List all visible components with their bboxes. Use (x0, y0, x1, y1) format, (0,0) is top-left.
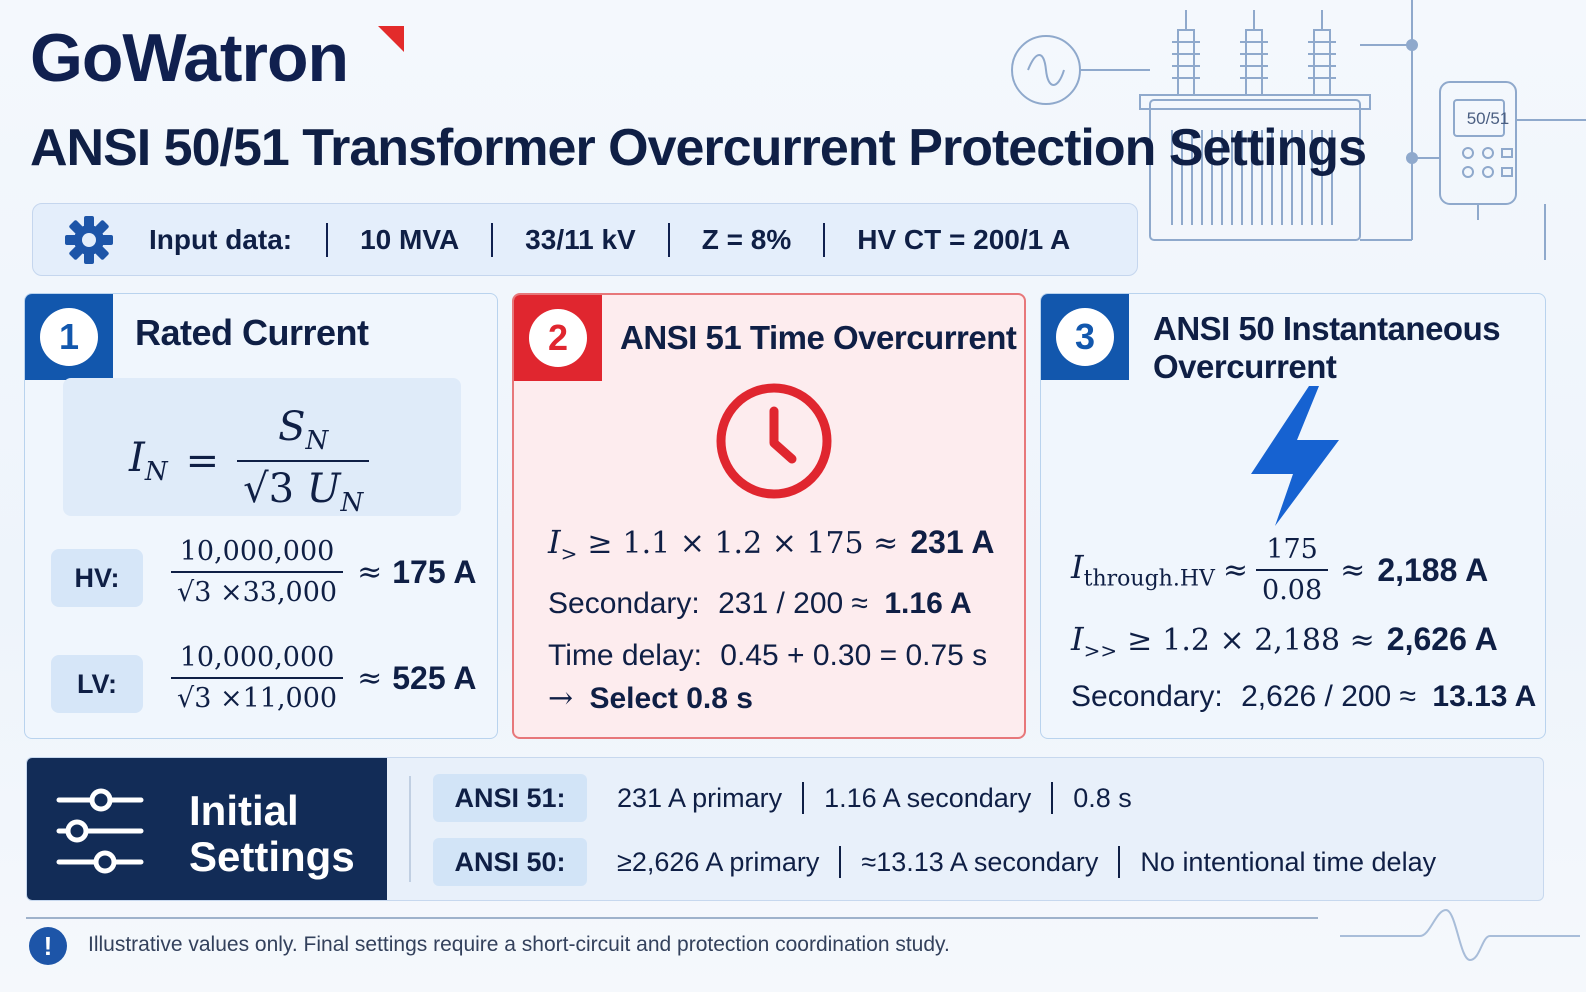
input-rating: 10 MVA (360, 223, 460, 255)
lv-equation: 10,000,000 √3 × 11,000 ≈ 525 A (171, 642, 476, 714)
disclaimer-note: Illustrative values only. Final settings… (88, 933, 950, 956)
input-voltage: 33/11 kV (525, 223, 636, 255)
settings-title: Initial Settings (189, 787, 355, 880)
divider (667, 222, 670, 257)
ansi51-select: → Select 0.8 s (548, 681, 753, 716)
gear-icon (63, 214, 123, 266)
input-ct-ratio: HV CT = 200/1 A (857, 223, 1071, 255)
brand-logo: GoWatron (30, 20, 349, 96)
card-title: Rated Current (135, 312, 369, 353)
waveform-decoration (1340, 908, 1580, 962)
sliders-icon (56, 788, 144, 874)
settings-header: Initial Settings (27, 758, 387, 900)
divider (409, 776, 411, 882)
ansi50-pickup: I>> ≥ 1.2 × 2,188 ≈ 2,626 A (1071, 620, 1498, 663)
input-data-bar: Input data: 10 MVA 33/11 kV Z = 8% HV CT… (32, 203, 1138, 276)
divider (823, 222, 826, 257)
lv-label: LV: (51, 655, 143, 713)
step-badge: 2 (514, 295, 602, 381)
through-fault-current: Ithrough.HV ≈ 175 0.08 ≈ 2,188 A (1071, 534, 1489, 606)
ansi51-pickup: I> ≥ 1.1 × 1.2 × 175 ≈ 231 A (548, 523, 995, 566)
step-badge: 1 (25, 294, 113, 380)
ansi51-settings-row: 231 A primary 1.16 A secondary 0.8 s (617, 782, 1132, 814)
divider (326, 222, 329, 257)
logo-accent-mark (378, 26, 404, 52)
ansi51-secondary: Secondary: 231 / 200 ≈ 1.16 A (548, 587, 972, 620)
card-title: ANSI 51 Time Overcurrent (620, 319, 1017, 356)
input-data-label: Input data: (149, 223, 293, 255)
input-impedance: Z = 8% (701, 223, 792, 255)
hv-equation: 10,000,000 √3 × 33,000 ≈ 175 A (171, 536, 476, 608)
relay-display-text: 50/51 (1466, 109, 1510, 128)
divider (26, 917, 1318, 919)
step-badge: 3 (1041, 294, 1129, 380)
rated-current-formula: IN = SN √3 UN (63, 378, 461, 518)
ansi50-secondary: Secondary: 2,626 / 200 ≈ 13.13 A (1071, 680, 1537, 713)
lightning-icon (1251, 386, 1339, 526)
ansi51-tag: ANSI 51: (433, 774, 587, 822)
card-title: ANSI 50 Instantaneous Overcurrent (1153, 310, 1501, 385)
hv-label: HV: (51, 549, 143, 607)
initial-settings-panel: Initial Settings ANSI 51: 231 A primary … (26, 757, 1544, 901)
ansi50-card: 3 ANSI 50 Instantaneous Overcurrent Ithr… (1040, 293, 1546, 739)
info-icon: ! (29, 927, 67, 965)
ansi51-card: 2 ANSI 51 Time Overcurrent I> ≥ 1.1 × 1.… (512, 293, 1026, 739)
ansi51-time-delay: Time delay: 0.45 + 0.30 = 0.75 s (548, 639, 988, 672)
ansi50-tag: ANSI 50: (433, 838, 587, 886)
page-title: ANSI 50/51 Transformer Overcurrent Prote… (30, 119, 1367, 177)
rated-current-card: 1 Rated Current IN = SN √3 UN HV: 10,000… (24, 293, 498, 739)
divider (491, 222, 494, 257)
ansi50-settings-row: ≥2,626 A primary ≈13.13 A secondary No i… (617, 846, 1437, 878)
transformer-illustration (1011, 0, 1586, 260)
clock-icon (716, 383, 832, 499)
